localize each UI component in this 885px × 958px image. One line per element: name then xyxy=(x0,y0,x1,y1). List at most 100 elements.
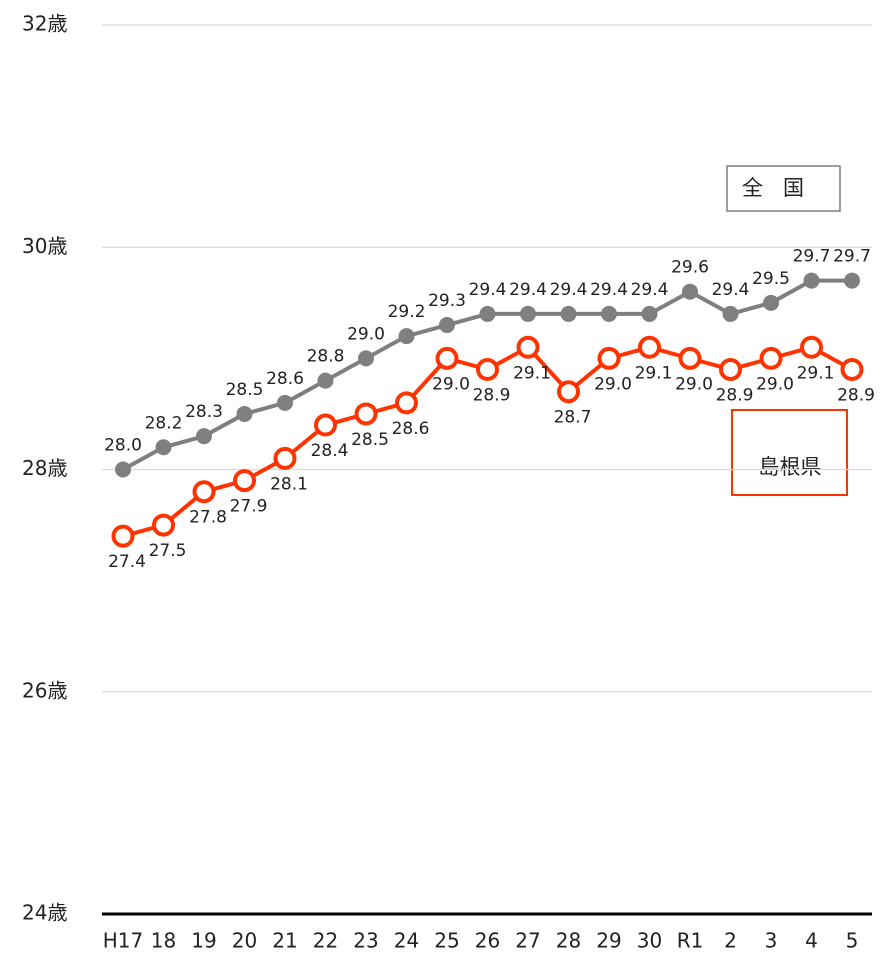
data-label: 28.9 xyxy=(716,385,754,405)
data-label: 29.1 xyxy=(635,363,673,383)
data-label: 28.3 xyxy=(185,402,223,422)
point xyxy=(476,357,499,381)
point xyxy=(273,446,297,470)
point xyxy=(840,357,864,381)
data-label: 28.7 xyxy=(554,408,592,428)
x-tick-label: 23 xyxy=(353,929,378,953)
point xyxy=(516,335,540,359)
data-label: 28.4 xyxy=(311,441,349,461)
data-label: 29.1 xyxy=(513,363,551,383)
x-tick-label: 19 xyxy=(191,929,216,953)
x-tick-label: 26 xyxy=(475,929,500,953)
legend-label: 全国 xyxy=(742,176,824,200)
point xyxy=(111,524,135,548)
data-label: 29.4 xyxy=(469,280,507,300)
point xyxy=(719,357,742,381)
x-tick-label: 5 xyxy=(846,929,859,953)
point xyxy=(759,346,783,370)
data-label: 29.7 xyxy=(833,247,871,267)
point xyxy=(439,317,455,334)
point xyxy=(479,305,496,322)
x-tick-label: 30 xyxy=(637,929,662,953)
y-tick-label: 26歳 xyxy=(22,678,67,702)
data-label: 28.0 xyxy=(104,436,142,456)
point xyxy=(520,305,536,322)
data-label: 27.9 xyxy=(230,497,268,517)
point xyxy=(354,402,378,426)
data-label: 29.3 xyxy=(428,291,466,311)
data-label: 29.0 xyxy=(756,374,794,394)
point xyxy=(115,461,131,478)
data-label: 28.5 xyxy=(351,430,389,450)
data-label: 29.0 xyxy=(675,374,713,394)
point xyxy=(314,413,337,437)
x-tick-label: H17 xyxy=(103,929,144,953)
point xyxy=(601,305,617,322)
point xyxy=(597,346,621,370)
data-label: 29.4 xyxy=(550,280,588,300)
x-tick-label: 21 xyxy=(272,929,297,953)
data-label: 29.6 xyxy=(671,258,709,278)
point xyxy=(844,272,860,289)
x-tick-label: 25 xyxy=(434,929,459,953)
data-label: 29.0 xyxy=(594,374,632,394)
point xyxy=(557,380,580,404)
point xyxy=(317,372,334,389)
data-label: 28.1 xyxy=(270,474,308,494)
data-label: 27.4 xyxy=(108,552,146,572)
point xyxy=(233,469,256,493)
data-label: 28.2 xyxy=(145,413,183,433)
x-tick-label: 2 xyxy=(724,929,737,953)
data-label: 27.8 xyxy=(189,508,227,528)
point xyxy=(192,480,216,504)
data-label: 28.9 xyxy=(837,385,875,405)
point xyxy=(395,391,418,415)
data-label: 29.4 xyxy=(712,280,750,300)
data-label: 29.1 xyxy=(797,363,835,383)
y-tick-label: 24歳 xyxy=(22,901,67,925)
point xyxy=(722,305,739,322)
data-label: 29.5 xyxy=(752,269,790,289)
x-tick-label: 27 xyxy=(515,929,540,953)
data-label: 29.0 xyxy=(432,374,470,394)
x-tick-label: 24 xyxy=(394,929,419,953)
point xyxy=(155,439,172,456)
y-tick-label: 28歳 xyxy=(22,456,67,480)
point xyxy=(435,346,459,370)
point xyxy=(682,283,698,300)
x-tick-label: R1 xyxy=(677,929,704,953)
x-tick-label: 4 xyxy=(805,929,818,953)
legend-box xyxy=(731,409,848,496)
point xyxy=(277,394,293,411)
point xyxy=(236,405,253,422)
data-label: 29.4 xyxy=(590,280,628,300)
legend-label: 島根県 xyxy=(759,455,822,479)
data-label: 29.4 xyxy=(509,280,547,300)
point xyxy=(803,272,820,289)
y-tick-label: 30歳 xyxy=(22,234,67,258)
data-label: 29.2 xyxy=(388,302,426,322)
point xyxy=(763,294,779,311)
x-tick-label: 28 xyxy=(556,929,581,953)
x-tick-label: 18 xyxy=(151,929,176,953)
point xyxy=(638,335,661,359)
data-label: 27.5 xyxy=(149,541,187,561)
point xyxy=(560,305,577,322)
x-tick-label: 20 xyxy=(232,929,257,953)
point xyxy=(800,335,823,359)
data-label: 28.5 xyxy=(226,380,264,400)
data-label: 28.9 xyxy=(473,385,511,405)
point xyxy=(398,328,415,345)
x-tick-label: 22 xyxy=(313,929,338,953)
data-label: 29.0 xyxy=(347,324,385,344)
point xyxy=(678,346,702,370)
data-label: 29.4 xyxy=(631,280,669,300)
point xyxy=(358,350,374,367)
data-label: 28.6 xyxy=(266,369,304,389)
point xyxy=(641,305,658,322)
data-label: 28.8 xyxy=(307,347,345,367)
point xyxy=(196,428,212,445)
x-tick-label: 3 xyxy=(765,929,778,953)
data-label: 28.6 xyxy=(392,419,430,439)
